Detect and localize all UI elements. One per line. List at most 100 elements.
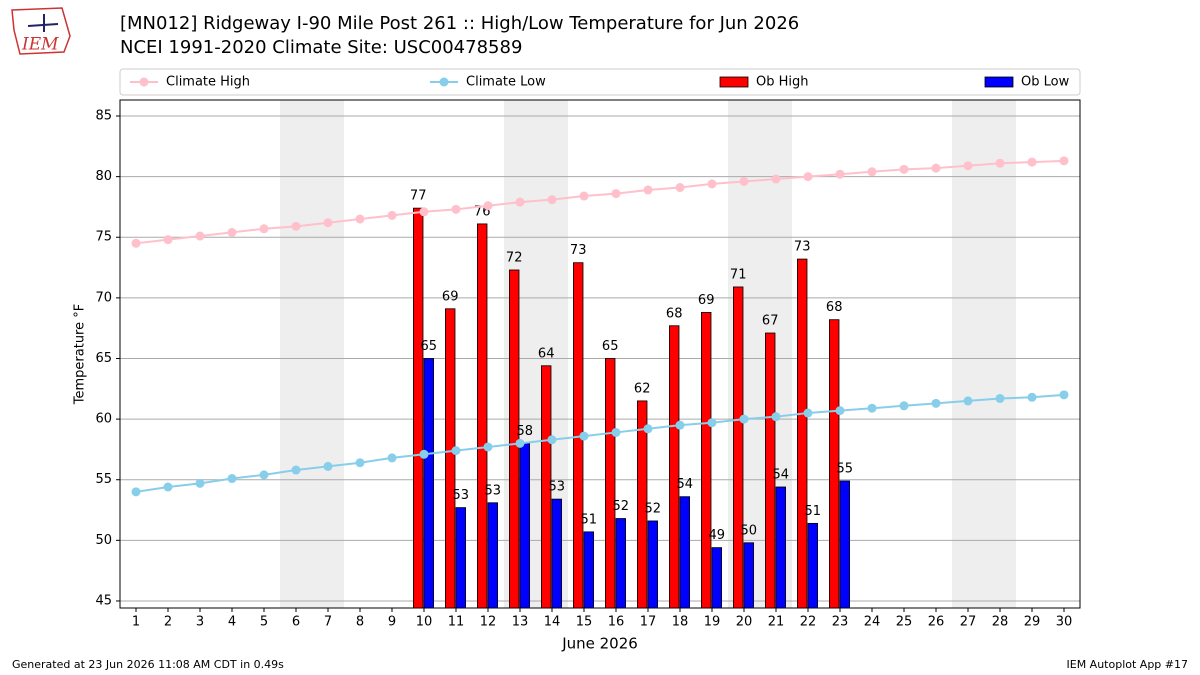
marker (291, 221, 301, 231)
data-label: 54 (677, 477, 694, 492)
x-tick-label: 10 (416, 615, 433, 630)
marker (579, 191, 589, 201)
data-label: 73 (570, 243, 587, 258)
marker (163, 482, 173, 492)
bar (508, 269, 520, 609)
bar (476, 223, 488, 609)
marker (963, 161, 973, 171)
marker (611, 427, 621, 437)
x-tick-label: 27 (960, 615, 977, 630)
data-label: 68 (826, 300, 843, 315)
marker (387, 210, 397, 220)
marker (163, 235, 173, 245)
marker (899, 401, 909, 411)
marker (803, 172, 813, 182)
data-label: 73 (794, 240, 811, 255)
data-label: 69 (698, 293, 715, 308)
x-tick-label: 3 (196, 615, 204, 630)
marker (739, 414, 749, 424)
marker (707, 418, 717, 428)
marker (963, 396, 973, 406)
bar (701, 312, 712, 609)
marker (227, 227, 237, 237)
x-tick-label: 1 (132, 615, 140, 630)
weekend-band (280, 100, 344, 608)
bar (423, 358, 435, 609)
x-tick-label: 14 (544, 615, 561, 630)
footer-left: Generated at 23 Jun 2026 11:08 AM CDT in… (12, 658, 284, 671)
y-tick-label: 65 (95, 351, 112, 366)
marker (675, 420, 685, 430)
marker (515, 197, 525, 207)
marker (803, 408, 813, 418)
marker (131, 238, 141, 248)
marker (195, 231, 205, 241)
x-tick-label: 16 (608, 615, 625, 630)
legend-swatch (139, 77, 149, 87)
x-tick-label: 8 (356, 615, 364, 630)
bar (807, 522, 819, 609)
marker (419, 207, 429, 217)
legend-label: Ob Low (1021, 75, 1070, 90)
marker (835, 406, 845, 416)
data-label: 54 (773, 468, 790, 483)
footer-right: IEM Autoplot App #17 (1067, 658, 1189, 671)
y-tick-label: 85 (95, 109, 112, 124)
marker (995, 158, 1005, 168)
x-tick-label: 13 (512, 615, 529, 630)
bar (605, 358, 616, 609)
marker (899, 164, 909, 174)
marker (579, 431, 589, 441)
data-label: 51 (805, 504, 822, 519)
legend-swatch (439, 77, 449, 87)
marker (707, 179, 717, 189)
bar (455, 507, 467, 609)
data-label: 51 (581, 512, 598, 527)
data-label: 64 (538, 346, 555, 361)
y-tick-label: 60 (95, 412, 112, 427)
bar (487, 502, 499, 609)
logo-text: IEM (21, 35, 59, 55)
logo-outline (11, 7, 71, 55)
marker (323, 461, 333, 471)
x-tick-label: 4 (228, 615, 236, 630)
marker (323, 218, 333, 228)
bar (839, 480, 851, 609)
logo: IEM (11, 7, 71, 55)
marker (643, 185, 653, 195)
x-tick-label: 30 (1056, 615, 1073, 630)
chart-subtitle: NCEI 1991-2020 Climate Site: USC00478589 (120, 37, 522, 58)
x-tick-label: 17 (640, 615, 657, 630)
marker (451, 446, 461, 456)
x-tick-label: 2 (164, 615, 172, 630)
data-label: 52 (645, 501, 662, 516)
y-tick-label: 55 (95, 472, 112, 487)
marker (195, 478, 205, 488)
x-tick-label: 7 (324, 615, 332, 630)
bar (583, 531, 595, 609)
marker (451, 204, 461, 214)
bar (519, 442, 531, 609)
legend-box (119, 68, 1081, 96)
x-axis-label: June 2026 (561, 635, 638, 653)
data-label: 49 (709, 528, 726, 543)
legend: Climate High Climate Low Ob High Ob Low (119, 68, 1081, 96)
bar (743, 542, 755, 609)
bar (615, 518, 627, 609)
marker (995, 393, 1005, 403)
bar (669, 325, 680, 609)
x-tick-label: 5 (260, 615, 268, 630)
marker (355, 214, 365, 224)
marker (1059, 390, 1069, 400)
marker (771, 174, 781, 184)
data-label: 50 (741, 523, 758, 538)
bar (412, 207, 424, 609)
marker (483, 201, 493, 211)
x-tick-label: 11 (448, 615, 465, 630)
marker (867, 403, 877, 413)
legend-swatch (719, 76, 749, 88)
x-tick-label: 21 (768, 615, 785, 630)
x-tick-label: 18 (672, 615, 689, 630)
x-tick-label: 23 (832, 615, 849, 630)
marker (227, 474, 237, 484)
